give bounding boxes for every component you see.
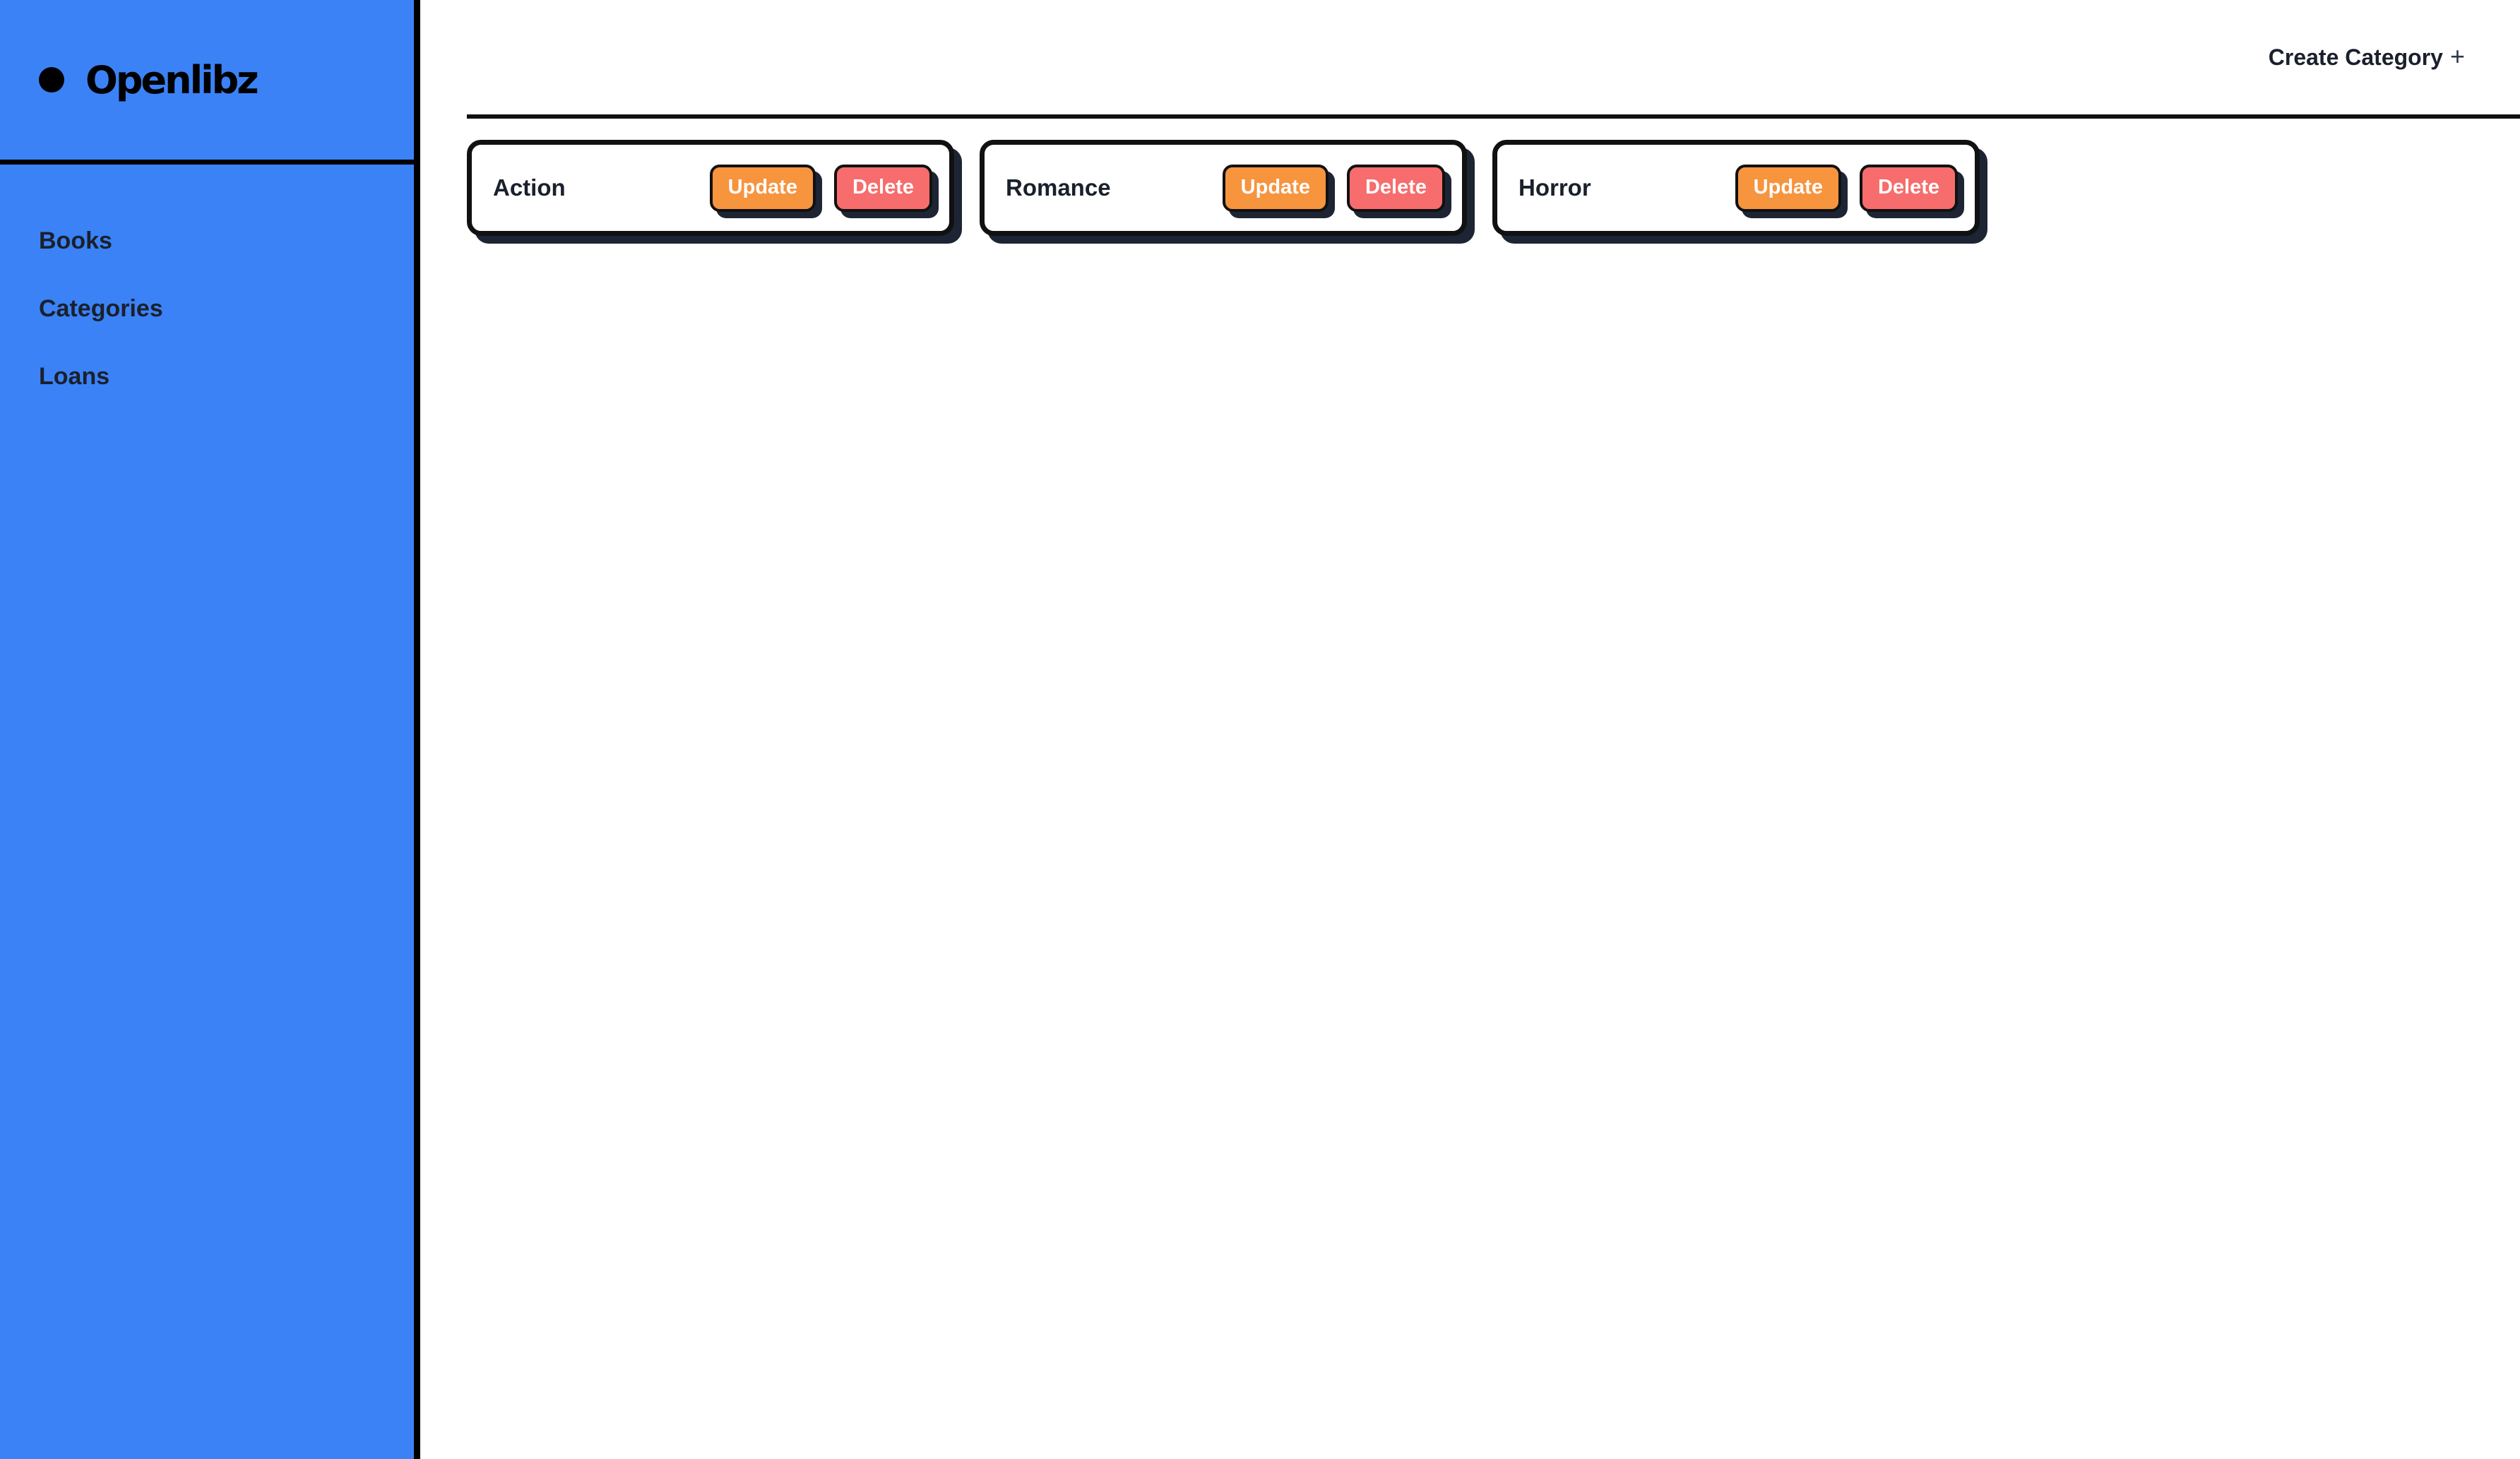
- bullet-dot-icon: [39, 67, 64, 93]
- category-name: Horror: [1518, 174, 1591, 201]
- sidebar-nav: Books Categories Loans: [0, 165, 414, 410]
- update-button[interactable]: Update: [1735, 164, 1841, 212]
- sidebar-item-books[interactable]: Books: [39, 227, 112, 254]
- category-grid: Action Update Delete Romance Update Dele…: [467, 140, 2520, 236]
- card-actions: Update Delete: [709, 164, 932, 212]
- update-button[interactable]: Update: [709, 164, 816, 212]
- main-content: Create Category + Action Update Delete R…: [420, 0, 2520, 1459]
- sidebar-item-loans[interactable]: Loans: [39, 363, 110, 390]
- update-button[interactable]: Update: [1222, 164, 1329, 212]
- plus-icon: +: [2449, 42, 2465, 71]
- create-category-button[interactable]: Create Category +: [2269, 44, 2465, 71]
- sidebar-item-categories[interactable]: Categories: [39, 295, 163, 322]
- category-card: Horror Update Delete: [1492, 140, 1980, 236]
- card-actions: Update Delete: [1222, 164, 1445, 212]
- create-category-label: Create Category: [2268, 44, 2443, 70]
- brand-name: Openlibz: [85, 57, 259, 102]
- category-name: Romance: [1006, 174, 1111, 201]
- page-header: Create Category +: [420, 0, 2520, 114]
- category-card: Romance Update Delete: [980, 140, 1467, 236]
- delete-button[interactable]: Delete: [833, 164, 932, 212]
- header-divider: [467, 114, 2520, 119]
- category-card: Action Update Delete: [467, 140, 954, 236]
- brand-logo[interactable]: Openlibz: [0, 0, 414, 165]
- category-name: Action: [493, 174, 566, 201]
- card-actions: Update Delete: [1735, 164, 1958, 212]
- delete-button[interactable]: Delete: [1859, 164, 1958, 212]
- sidebar: Openlibz Books Categories Loans: [0, 0, 420, 1459]
- categories-panel: Action Update Delete Romance Update Dele…: [420, 119, 2520, 1459]
- delete-button[interactable]: Delete: [1346, 164, 1445, 212]
